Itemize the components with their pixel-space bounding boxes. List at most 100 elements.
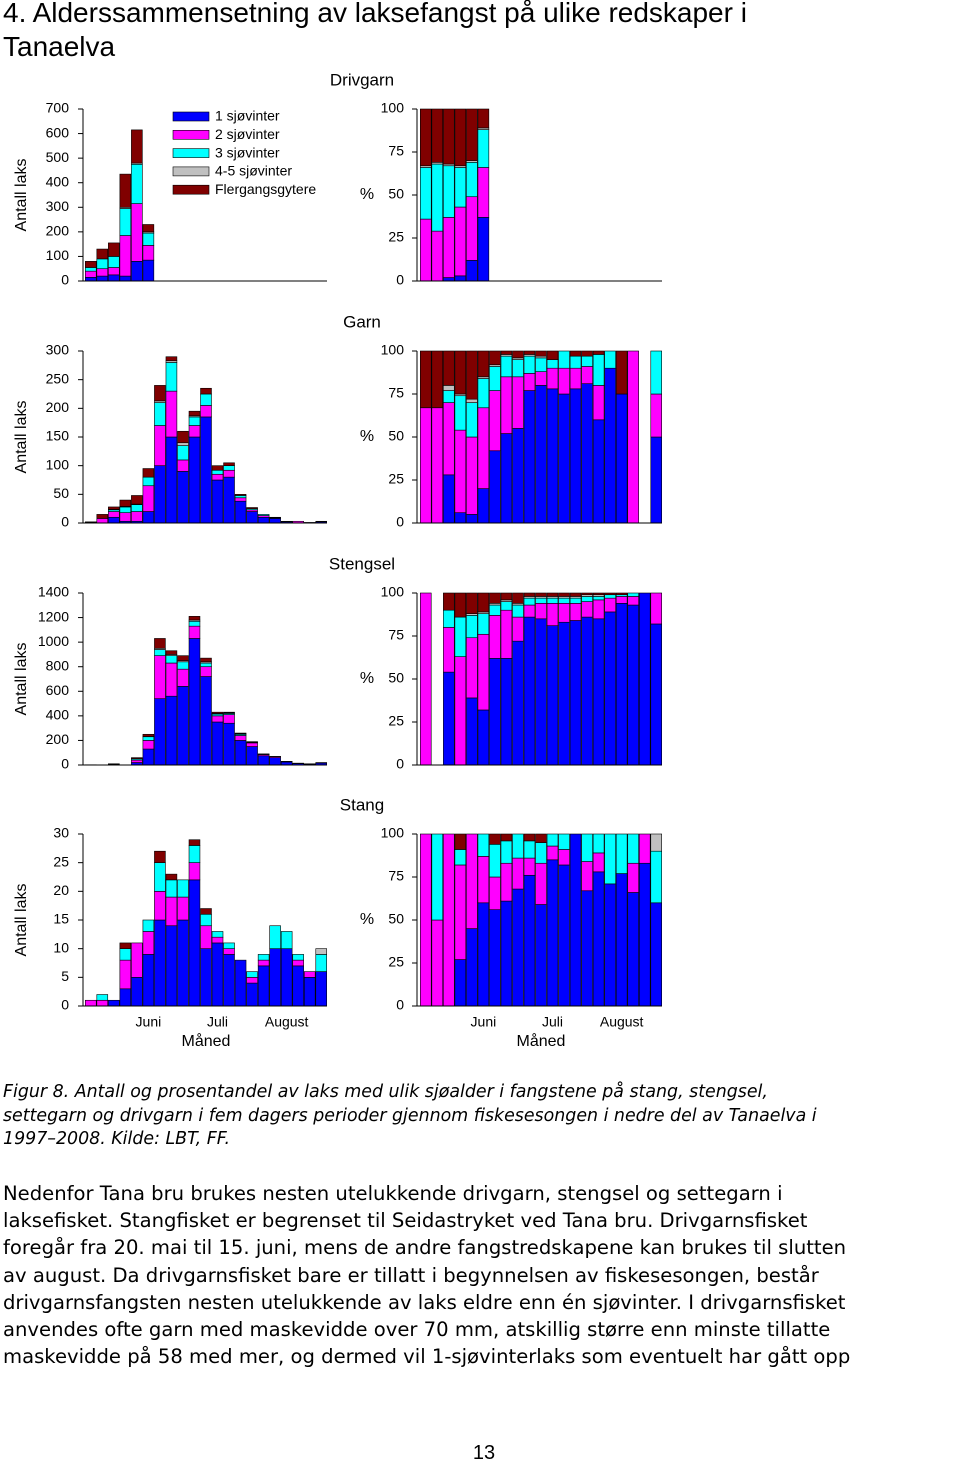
legend-swatch — [172, 166, 210, 177]
bar-segment — [177, 661, 189, 670]
bar-segment — [85, 270, 97, 278]
bar-segment — [627, 596, 639, 606]
bar-segment — [211, 942, 224, 1007]
bar-segment — [223, 948, 235, 955]
heading: 4. Alderssammensetning av laksefangst på… — [3, 0, 747, 64]
bar-segment — [592, 599, 605, 620]
bar-segment — [200, 676, 212, 766]
bar-segment — [581, 383, 593, 524]
bar-segment — [650, 850, 662, 904]
bar-segment — [650, 592, 662, 625]
bar-segment — [223, 714, 235, 724]
y-tick-label: 75 — [388, 627, 404, 643]
bar-segment — [512, 359, 524, 378]
bar-segment — [489, 604, 501, 616]
y-tick-label: 1400 — [38, 584, 69, 600]
bar-segment — [131, 759, 143, 763]
y-tick-label: 0 — [396, 997, 404, 1013]
bar-segment — [604, 883, 616, 1007]
bar-segment — [477, 217, 490, 282]
bar-segment — [142, 485, 155, 512]
bar-segment — [443, 350, 455, 386]
y-tick-label: 50 — [388, 911, 404, 927]
bar-segment — [177, 686, 189, 766]
bar-segment — [466, 833, 478, 929]
bar-segment — [581, 616, 593, 766]
bar-segment — [131, 511, 143, 522]
bar-segment — [500, 355, 513, 378]
y-tick-label: 700 — [46, 100, 70, 116]
bar-segment — [546, 625, 559, 766]
bar-segment — [246, 977, 258, 984]
y-tick-label: 100 — [381, 100, 405, 116]
bar-segment — [165, 879, 178, 898]
bar-segment — [466, 436, 478, 515]
y-tick-label: 400 — [46, 173, 70, 189]
bar-segment — [223, 711, 235, 714]
bar-segment — [592, 596, 605, 601]
bar-segment — [638, 833, 651, 864]
bar-segment — [211, 479, 224, 524]
bar-segment — [443, 217, 455, 278]
bar-segment — [546, 367, 559, 390]
bar-segment — [512, 888, 524, 1007]
bar-segment — [96, 268, 109, 277]
bar-segment — [638, 862, 651, 1007]
bar-segment — [419, 108, 432, 167]
y-tick-label: 25 — [53, 853, 69, 869]
bar-segment — [489, 876, 501, 910]
bar-segment — [257, 755, 270, 766]
bar-segment — [85, 277, 97, 282]
bar-segment — [234, 740, 247, 766]
bar-segment — [85, 267, 97, 272]
y-tick-label: 0 — [396, 756, 404, 772]
bar-segment — [454, 616, 467, 657]
bar-segment — [604, 350, 616, 369]
bar-segment — [454, 429, 467, 513]
bar-segment — [546, 845, 559, 861]
bar-segment — [211, 931, 224, 938]
bar-segment — [211, 465, 224, 471]
bar-segment — [154, 655, 166, 699]
bar-segment — [154, 402, 166, 426]
bar-segment — [131, 757, 143, 759]
bar-segment — [142, 931, 155, 955]
heading-line: Tanaelva — [3, 31, 116, 62]
bar-segment — [443, 627, 455, 673]
bar-segment — [315, 948, 327, 955]
y-tick-label: 600 — [46, 682, 70, 698]
y-tick-label: 75 — [388, 143, 404, 159]
bar-segment — [165, 362, 178, 392]
bar-segment — [454, 167, 467, 208]
x-tick-label: August — [265, 1014, 309, 1030]
y-tick-label: 500 — [46, 149, 70, 165]
bar-segment — [523, 604, 536, 618]
bar-segment — [269, 925, 281, 949]
bar-segment — [431, 350, 444, 409]
bar-segment — [558, 393, 570, 524]
bar-segment — [546, 597, 559, 604]
bar-segment — [419, 218, 432, 282]
bar-segment — [165, 695, 178, 766]
bar-segment — [546, 833, 559, 847]
bar-segment — [280, 948, 293, 1007]
bar-segment — [512, 350, 524, 359]
bar-segment — [489, 844, 501, 878]
body-line: anvendes ofte garn med maskevidde over 7… — [3, 1318, 831, 1342]
bar-segment — [246, 742, 258, 747]
bar-segment — [280, 520, 293, 523]
bar-segment — [523, 390, 536, 524]
body-line: foregår fra 20. mai til 15. juni, mens d… — [3, 1236, 847, 1260]
bar-segment — [211, 721, 224, 766]
bar-segment — [200, 662, 212, 668]
bar-segment — [96, 999, 109, 1007]
bar-segment — [154, 425, 166, 466]
bar-segment — [466, 592, 478, 614]
bar-segment — [234, 495, 247, 499]
bar-segment — [650, 833, 662, 852]
y-tick-label: 200 — [46, 731, 70, 747]
legend-label: 2 sjøvinter — [215, 126, 280, 142]
bar-segment — [558, 603, 570, 623]
bar-segment — [535, 862, 547, 905]
